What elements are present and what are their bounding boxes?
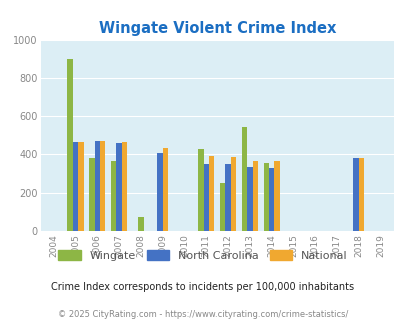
Legend: Wingate, North Carolina, National: Wingate, North Carolina, National [55,247,350,264]
Bar [100,141,105,231]
Bar [263,163,269,231]
Bar [247,167,252,231]
Bar [274,161,279,231]
Bar [78,142,83,231]
Bar [252,161,258,231]
Bar [203,164,209,231]
Bar [225,164,230,231]
Bar [72,142,78,231]
Bar [220,183,225,231]
Bar [89,158,94,231]
Text: © 2025 CityRating.com - https://www.cityrating.com/crime-statistics/: © 2025 CityRating.com - https://www.city… [58,310,347,319]
Bar [358,158,364,231]
Bar [241,127,247,231]
Bar [353,158,358,231]
Bar [67,59,72,231]
Bar [198,149,203,231]
Bar [116,143,121,231]
Bar [94,141,100,231]
Bar [162,148,168,231]
Bar [122,142,127,231]
Title: Wingate Violent Crime Index: Wingate Violent Crime Index [98,21,335,36]
Bar [138,216,143,231]
Bar [111,161,116,231]
Bar [269,168,274,231]
Text: Crime Index corresponds to incidents per 100,000 inhabitants: Crime Index corresponds to incidents per… [51,282,354,292]
Bar [157,153,162,231]
Bar [230,157,236,231]
Bar [209,156,214,231]
